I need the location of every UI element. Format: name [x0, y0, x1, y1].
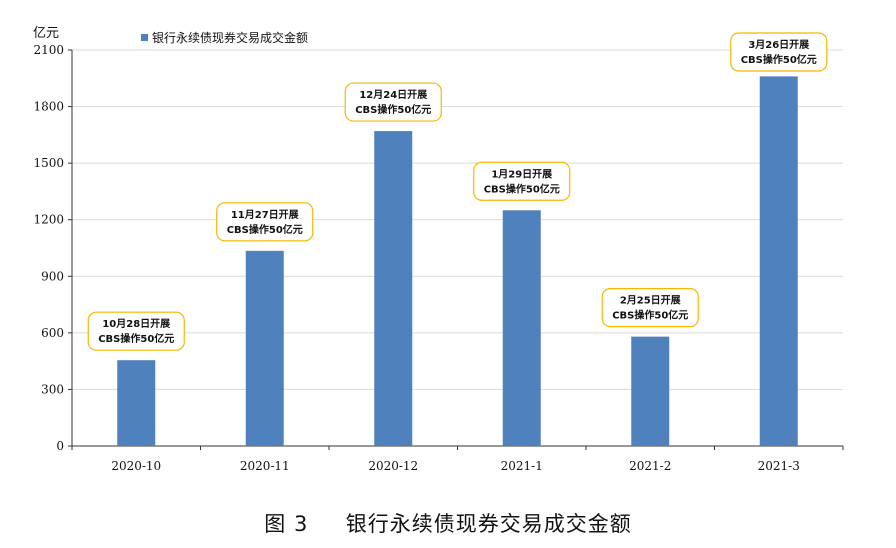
- bar-2020-12: [374, 131, 413, 447]
- annotation-line2: CBS操作50亿元: [741, 53, 817, 66]
- annotation-2020-10: 10月28日开展 CBS操作50亿元: [87, 311, 185, 351]
- x-tick-label: 2020-12: [368, 459, 418, 473]
- annotation-2021-3: 3月26日开展 CBS操作50亿元: [730, 32, 828, 72]
- y-tick-label: 1200: [33, 213, 64, 227]
- legend-swatch: [141, 34, 148, 41]
- annotation-box: [730, 32, 828, 72]
- tick-labels: 0 300 600 900 1200 1500 1800 2100 2020-10 2020-11…: [33, 43, 799, 473]
- annotation-box: [216, 202, 314, 242]
- bar-2021-3: [759, 76, 798, 447]
- y-tick-label: 2100: [33, 43, 64, 57]
- axes: [71, 50, 844, 450]
- legend-label: 银行永续债现券交易成交金额: [152, 30, 308, 45]
- figure-caption: 图 3 银行永续债现券交易成交金额: [0, 508, 896, 538]
- figure-number: 图 3: [264, 512, 309, 536]
- bar-2021-1: [502, 210, 541, 446]
- y-tick-label: 300: [41, 382, 64, 396]
- annotation-box: [344, 82, 442, 122]
- annotation-line2: CBS操作50亿元: [484, 182, 560, 195]
- annotation-line2: CBS操作50亿元: [612, 309, 688, 322]
- y-tick-label: 1800: [33, 100, 64, 114]
- annotations: 10月28日开展CBS操作50亿元11月27日开展CBS操作50亿元12月24日…: [87, 32, 828, 351]
- bars: [117, 76, 798, 447]
- legend: 银行永续债现券交易成交金额: [141, 30, 308, 45]
- annotation-line1: 3月26日开展: [748, 39, 809, 51]
- annotation-line1: 12月24日开展: [359, 89, 427, 101]
- annotation-line1: 1月29日开展: [491, 168, 552, 180]
- y-unit-label: 亿元: [33, 26, 59, 41]
- annotation-2020-12: 12月24日开展 CBS操作50亿元: [344, 82, 442, 122]
- annotation-2021-2: 2月25日开展 CBS操作50亿元: [601, 288, 699, 328]
- annotation-box: [601, 288, 699, 328]
- y-tick-label: 600: [41, 326, 64, 340]
- annotation-box: [87, 311, 185, 351]
- gridlines: [68, 49, 843, 447]
- x-tick-label: 2020-11: [240, 459, 290, 473]
- x-tick-label: 2020-10: [111, 459, 161, 473]
- y-tick-label: 900: [41, 269, 64, 283]
- annotation-2020-11: 11月27日开展 CBS操作50亿元: [216, 202, 314, 242]
- annotation-line1: 11月27日开展: [231, 209, 299, 221]
- annotation-line2: CBS操作50亿元: [355, 103, 431, 116]
- bar-2020-10: [117, 360, 156, 446]
- annotation-2021-1: 1月29日开展 CBS操作50亿元: [473, 161, 571, 201]
- x-tick-label: 2021-1: [501, 459, 543, 473]
- x-tick-label: 2021-2: [629, 459, 671, 473]
- figure-title: 银行永续债现券交易成交金额: [345, 512, 632, 536]
- annotation-box: [473, 161, 571, 201]
- y-tick-label: 0: [56, 439, 64, 453]
- bar-chart: 0 300 600 900 1200 1500 1800 2100 2020-10 2020-11…: [33, 26, 844, 473]
- annotation-line1: 10月28日开展: [102, 318, 170, 330]
- annotation-line1: 2月25日开展: [620, 295, 681, 307]
- y-tick-label: 1500: [33, 156, 64, 170]
- annotation-line2: CBS操作50亿元: [227, 223, 303, 236]
- x-tick-label: 2021-3: [758, 459, 800, 473]
- bar-2021-2: [631, 336, 670, 446]
- annotation-line2: CBS操作50亿元: [98, 332, 174, 345]
- bar-2020-11: [245, 250, 284, 446]
